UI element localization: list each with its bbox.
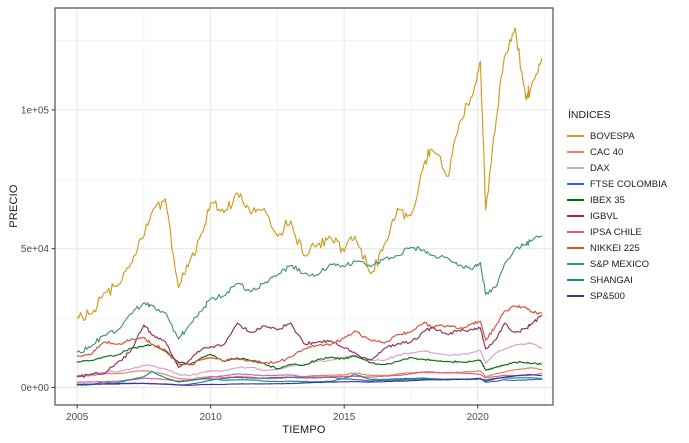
y-tick-label: 1e+05 (21, 105, 50, 116)
legend-item-cac-40: CAC 40 (567, 144, 667, 160)
legend-label: BOVESPA (590, 130, 635, 142)
x-tick-label: 2005 (66, 412, 89, 423)
legend-item-ftse-colombia: FTSE COLOMBIA (567, 176, 667, 192)
legend-key-line (567, 167, 584, 169)
legend-label: IGBVL (590, 210, 618, 222)
y-tick-label: 0e+00 (21, 383, 50, 394)
legend-items: BOVESPA CAC 40 DAX FTSE COLOMBIA IBEX 35 IGBV… (567, 128, 667, 304)
legend-key-line (567, 199, 584, 201)
legend-item-ibex-35: IBEX 35 (567, 192, 667, 208)
legend-key-line (567, 279, 584, 281)
legend-key-line (567, 263, 584, 265)
legend-key-line (567, 183, 584, 185)
legend-label: S&P MEXICO (590, 258, 649, 270)
panel-background (55, 8, 553, 405)
series-line-ibex-35 (76, 343, 543, 371)
legend-item-shangai: SHANGAI (567, 272, 667, 288)
y-tick-label: 5e+04 (21, 244, 50, 255)
x-tick-label: 2015 (333, 412, 356, 423)
series-line-sp-500 (76, 374, 543, 386)
legend-label: CAC 40 (590, 146, 624, 158)
legend-label: DAX (590, 162, 610, 174)
legend-key-line (567, 231, 584, 233)
legend-title: ÍNDICES (568, 109, 611, 121)
series-line-cac-40 (76, 367, 543, 380)
legend-label: SP&500 (590, 290, 625, 302)
legend-label: NIKKEI 225 (590, 242, 640, 254)
series-line-igbvl (76, 314, 543, 378)
legend-key-line (567, 135, 584, 137)
legend-label: IPSA CHILE (590, 226, 642, 238)
legend: ÍNDICES BOVESPA CAC 40 DAX FTSE COLOMBIA IBE… (567, 109, 667, 304)
y-axis-title: PRECIO (8, 184, 20, 228)
legend-item-bovespa: BOVESPA (567, 128, 667, 144)
legend-item-ipsa-chile: IPSA CHILE (567, 224, 667, 240)
legend-item-dax: DAX (567, 160, 667, 176)
series-line-bovespa (76, 27, 543, 321)
x-tick-label: 2020 (467, 412, 490, 423)
legend-label: IBEX 35 (590, 194, 625, 206)
panel-border (54, 7, 554, 406)
legend-key-line (567, 151, 584, 153)
legend-label: FTSE COLOMBIA (590, 178, 668, 190)
legend-item-sp-500: SP&500 (567, 288, 667, 304)
series-line-dax (76, 342, 543, 377)
x-tick-label: 2010 (200, 412, 223, 423)
legend-key-line (567, 295, 584, 297)
series-line-s-p-mexico (76, 235, 543, 354)
series-line-nikkei-225 (76, 304, 543, 366)
legend-key-line (567, 247, 584, 249)
legend-label: SHANGAI (590, 274, 633, 286)
legend-item-s-p-mexico: S&P MEXICO (567, 256, 667, 272)
legend-key-line (567, 215, 584, 217)
legend-item-igbvl: IGBVL (567, 208, 667, 224)
series-line-ipsa-chile (76, 371, 543, 383)
x-axis-title: TIEMPO (282, 424, 326, 436)
legend-item-nikkei-225: NIKKEI 225 (567, 240, 667, 256)
